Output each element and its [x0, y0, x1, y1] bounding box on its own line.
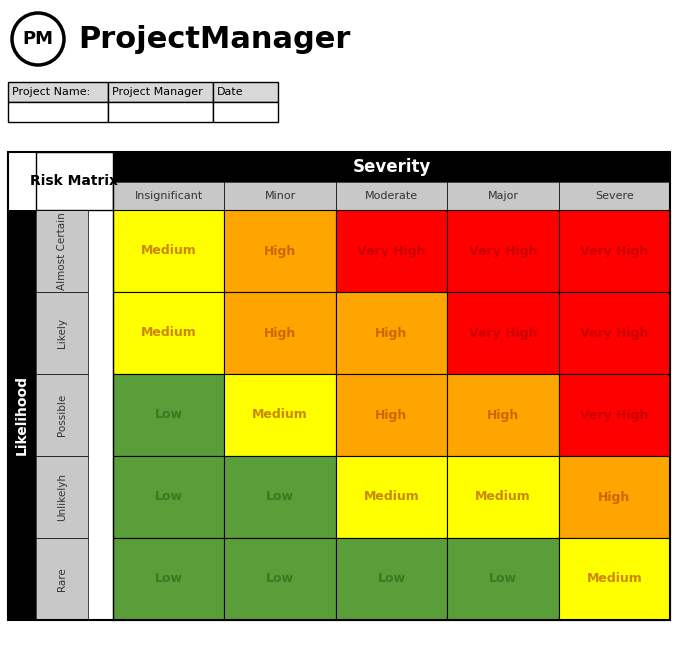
Text: High: High	[487, 409, 519, 422]
Text: Medium: Medium	[252, 409, 308, 422]
Bar	[8, 102, 108, 122]
Bar	[448, 210, 559, 292]
Text: Medium: Medium	[587, 572, 642, 585]
Text: Low: Low	[489, 572, 517, 585]
Bar	[559, 456, 670, 538]
Text: Insignificant: Insignificant	[134, 191, 202, 201]
Bar	[448, 374, 559, 456]
Text: Likely: Likely	[57, 318, 67, 348]
Bar	[108, 82, 213, 102]
Text: Medium: Medium	[364, 491, 419, 503]
Bar	[213, 102, 278, 122]
Text: Almost Certain: Almost Certain	[57, 212, 67, 290]
Text: Project Name:: Project Name:	[12, 87, 90, 97]
Text: Moderate: Moderate	[365, 191, 418, 201]
Text: Very High: Very High	[357, 244, 426, 258]
Text: Very High: Very High	[580, 409, 649, 422]
Bar	[36, 538, 88, 620]
Bar	[8, 152, 670, 620]
Bar	[559, 210, 670, 292]
Bar	[113, 152, 670, 182]
Bar	[113, 374, 224, 456]
Bar	[335, 182, 448, 210]
Bar	[335, 538, 448, 620]
Text: Very High: Very High	[580, 327, 649, 340]
Bar	[8, 82, 108, 102]
Text: Low: Low	[155, 572, 183, 585]
Bar	[113, 292, 224, 374]
Text: High: High	[264, 244, 296, 258]
Text: Date: Date	[217, 87, 244, 97]
Text: ProjectManager: ProjectManager	[78, 24, 350, 53]
Bar	[36, 456, 88, 538]
Bar	[224, 456, 335, 538]
Bar	[448, 456, 559, 538]
Text: PM: PM	[22, 30, 53, 48]
Bar	[224, 292, 335, 374]
Bar	[559, 538, 670, 620]
Text: Possible: Possible	[57, 394, 67, 436]
Text: Project Manager: Project Manager	[112, 87, 202, 97]
Text: Low: Low	[266, 491, 294, 503]
Bar	[335, 210, 448, 292]
Text: High: High	[375, 409, 408, 422]
Bar	[335, 292, 448, 374]
Bar	[448, 538, 559, 620]
Bar	[224, 374, 335, 456]
Bar	[335, 456, 448, 538]
Bar	[559, 374, 670, 456]
Bar	[213, 82, 278, 102]
Text: Minor: Minor	[265, 191, 296, 201]
Text: Severe: Severe	[595, 191, 634, 201]
Text: Very High: Very High	[468, 244, 537, 258]
Bar	[113, 538, 224, 620]
Bar	[448, 292, 559, 374]
Bar	[113, 182, 224, 210]
Text: Severity: Severity	[352, 158, 431, 176]
Text: Medium: Medium	[141, 244, 196, 258]
Text: Medium: Medium	[141, 327, 196, 340]
Bar	[36, 292, 88, 374]
Bar	[113, 456, 224, 538]
Bar	[8, 210, 36, 620]
Text: High: High	[264, 327, 296, 340]
Bar	[559, 182, 670, 210]
Text: Low: Low	[266, 572, 294, 585]
Bar	[335, 374, 448, 456]
Text: Major: Major	[487, 191, 518, 201]
Bar	[224, 538, 335, 620]
Bar	[36, 210, 88, 292]
Text: High: High	[598, 491, 630, 503]
Bar	[224, 182, 335, 210]
Text: Very High: Very High	[468, 327, 537, 340]
Text: Rare: Rare	[57, 567, 67, 591]
Bar	[113, 210, 224, 292]
Text: Medium: Medium	[475, 491, 531, 503]
Text: Very High: Very High	[580, 244, 649, 258]
Text: Low: Low	[377, 572, 406, 585]
Text: Risk Matrix: Risk Matrix	[30, 174, 119, 188]
Bar	[448, 182, 559, 210]
Bar	[36, 152, 113, 210]
Bar	[36, 374, 88, 456]
Bar	[108, 102, 213, 122]
Text: High: High	[375, 327, 408, 340]
Bar	[224, 210, 335, 292]
Text: Low: Low	[155, 491, 183, 503]
Bar	[559, 292, 670, 374]
Text: Unlikelyh: Unlikelyh	[57, 473, 67, 521]
Text: Low: Low	[155, 409, 183, 422]
Text: Likelihood: Likelihood	[15, 375, 29, 455]
